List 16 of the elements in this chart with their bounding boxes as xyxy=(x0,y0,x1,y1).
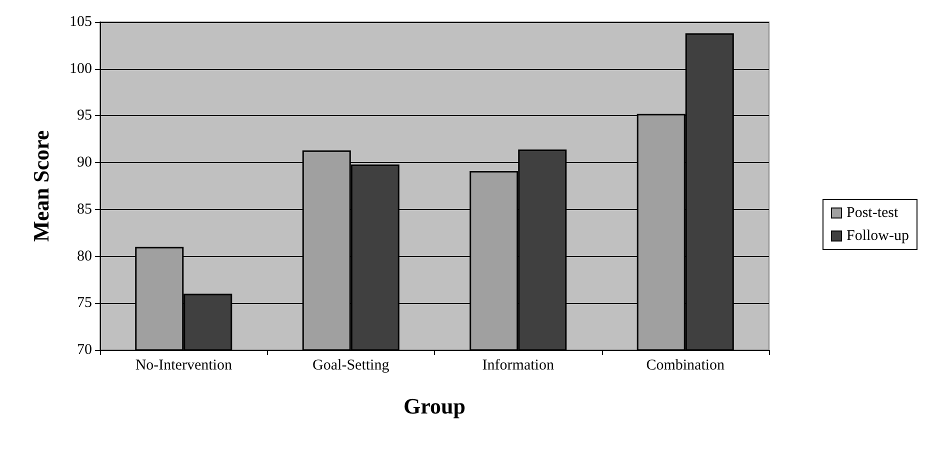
y-tick-label: 100 xyxy=(70,60,92,77)
y-tick-label: 105 xyxy=(70,14,92,30)
y-tick-label: 85 xyxy=(77,201,92,218)
x-tick-label: Combination xyxy=(646,358,726,374)
legend-label: Follow-up xyxy=(846,228,910,244)
y-axis-title: Mean Score xyxy=(28,130,54,242)
y-tick-label: 90 xyxy=(77,154,92,171)
legend-label: Post-test xyxy=(846,205,899,221)
x-tick-label: Information xyxy=(482,358,554,374)
x-axis-title: Group xyxy=(404,394,466,418)
y-tick-label: 95 xyxy=(77,108,92,124)
x-tick-label: No-Intervention xyxy=(135,358,232,374)
y-tick-label: 75 xyxy=(77,295,92,312)
y-tick-label: 80 xyxy=(77,248,92,264)
y-tick-label: 70 xyxy=(77,342,92,358)
x-tick-label: Goal-Setting xyxy=(312,358,390,374)
